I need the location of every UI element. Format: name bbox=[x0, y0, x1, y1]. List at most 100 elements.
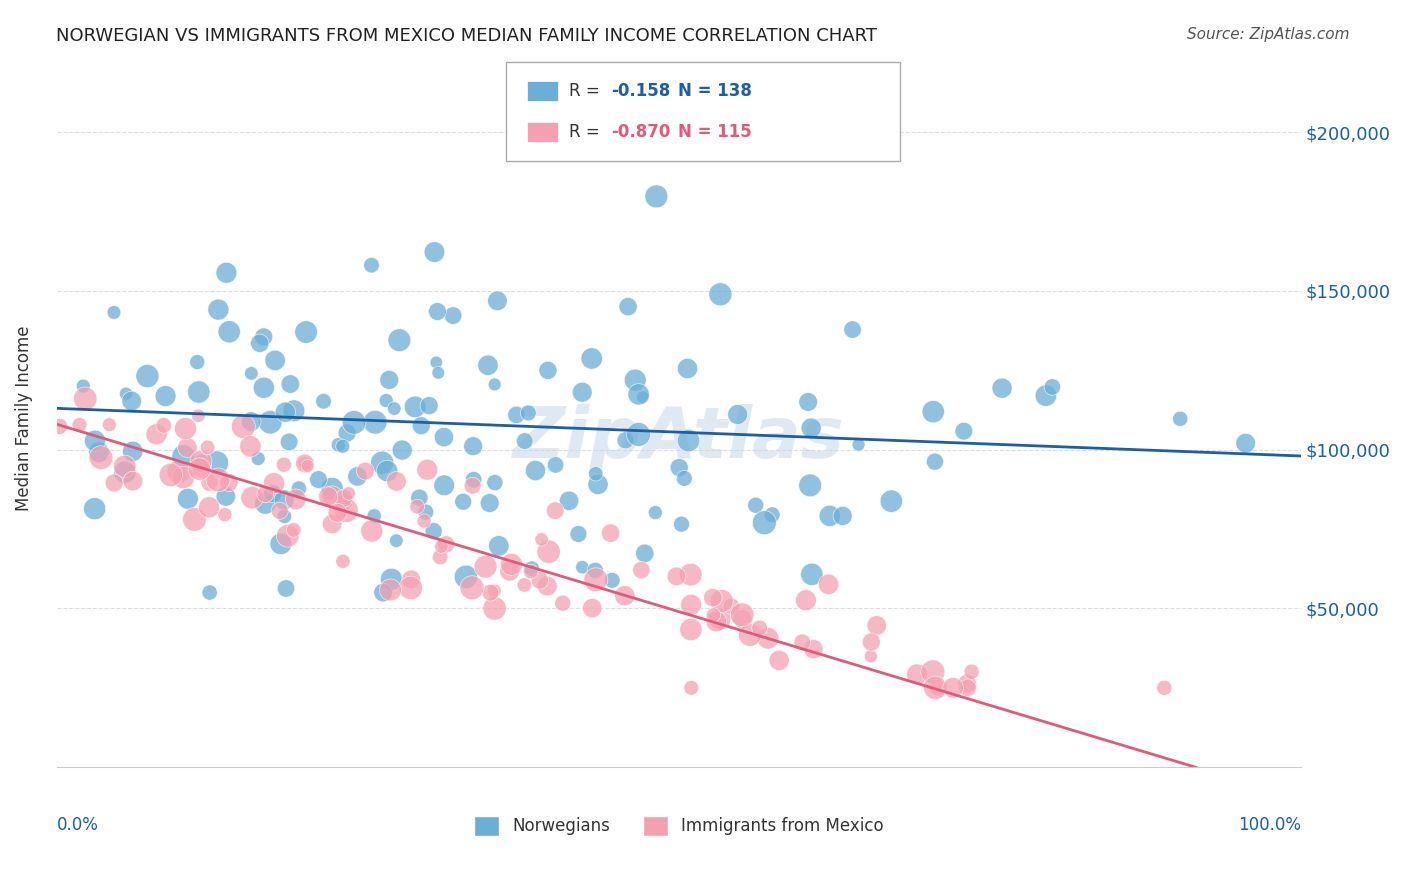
Point bbox=[75, 392, 97, 406]
Point bbox=[84, 434, 107, 448]
Point bbox=[434, 537, 457, 551]
Point bbox=[441, 309, 464, 323]
Text: 100.0%: 100.0% bbox=[1239, 816, 1301, 834]
Point bbox=[831, 508, 853, 523]
Point bbox=[416, 463, 439, 477]
Point bbox=[671, 517, 693, 532]
Point bbox=[422, 524, 444, 538]
Point bbox=[360, 258, 382, 272]
Text: N = 138: N = 138 bbox=[678, 82, 752, 100]
Point bbox=[429, 549, 451, 564]
Point bbox=[254, 496, 277, 510]
Point bbox=[406, 500, 429, 514]
Point bbox=[613, 589, 636, 603]
Point bbox=[371, 585, 394, 599]
Point bbox=[103, 305, 125, 319]
Point bbox=[709, 612, 731, 626]
Point bbox=[187, 384, 209, 399]
Point bbox=[408, 491, 430, 505]
Point bbox=[186, 355, 208, 369]
Point bbox=[627, 427, 650, 442]
Point bbox=[321, 516, 343, 531]
Text: -0.158: -0.158 bbox=[612, 82, 671, 100]
Point bbox=[380, 572, 402, 586]
Point bbox=[451, 495, 474, 509]
Point bbox=[665, 569, 688, 583]
Point bbox=[239, 439, 262, 453]
Point bbox=[630, 563, 652, 577]
Point bbox=[702, 591, 724, 605]
Point bbox=[122, 474, 145, 488]
Point bbox=[624, 373, 647, 387]
Text: NORWEGIAN VS IMMIGRANTS FROM MEXICO MEDIAN FAMILY INCOME CORRELATION CHART: NORWEGIAN VS IMMIGRANTS FROM MEXICO MEDI… bbox=[56, 27, 877, 45]
Point bbox=[415, 505, 437, 519]
Point bbox=[263, 476, 285, 491]
Point bbox=[505, 408, 527, 422]
Point bbox=[283, 523, 305, 537]
Point bbox=[866, 618, 889, 632]
Point bbox=[411, 418, 433, 433]
Point bbox=[761, 508, 783, 522]
Point bbox=[399, 581, 422, 595]
Point bbox=[294, 456, 316, 470]
Point bbox=[121, 444, 143, 458]
Point bbox=[136, 369, 159, 384]
Point bbox=[1035, 389, 1057, 403]
Point bbox=[614, 434, 637, 448]
Point bbox=[488, 539, 510, 553]
Point bbox=[631, 390, 654, 404]
Point bbox=[524, 464, 547, 478]
Point bbox=[240, 491, 263, 505]
Point bbox=[513, 578, 536, 592]
Point bbox=[259, 415, 281, 429]
Point bbox=[240, 367, 263, 381]
Point bbox=[380, 582, 402, 597]
Point bbox=[269, 504, 291, 518]
Point bbox=[754, 516, 776, 530]
Point bbox=[461, 581, 484, 595]
Point bbox=[644, 506, 666, 520]
Point bbox=[215, 490, 238, 504]
Point bbox=[207, 302, 229, 317]
Point bbox=[803, 642, 825, 657]
Point bbox=[332, 439, 354, 453]
Point bbox=[191, 460, 214, 475]
Point bbox=[177, 491, 200, 506]
Point bbox=[114, 459, 136, 474]
Point bbox=[792, 635, 814, 649]
Point bbox=[484, 601, 506, 615]
Point bbox=[172, 470, 194, 484]
Point bbox=[72, 379, 94, 393]
Point bbox=[905, 667, 928, 681]
Point bbox=[738, 628, 761, 642]
Point bbox=[332, 491, 354, 506]
Point bbox=[484, 377, 506, 392]
Point bbox=[474, 559, 496, 574]
Point bbox=[121, 394, 143, 409]
Point bbox=[207, 473, 229, 487]
Point bbox=[484, 475, 506, 490]
Point bbox=[991, 381, 1014, 395]
Point bbox=[702, 607, 724, 622]
Point bbox=[478, 496, 501, 510]
Point bbox=[83, 501, 105, 516]
Point bbox=[326, 506, 349, 520]
Point bbox=[253, 330, 276, 344]
Point bbox=[346, 469, 368, 483]
Point bbox=[748, 621, 770, 635]
Point bbox=[463, 473, 485, 487]
Point bbox=[214, 508, 236, 522]
Point bbox=[264, 353, 287, 368]
Point bbox=[1153, 681, 1175, 695]
Point bbox=[388, 333, 411, 347]
Text: -0.870: -0.870 bbox=[612, 123, 671, 141]
Point bbox=[731, 612, 754, 626]
Point bbox=[155, 389, 177, 403]
Point bbox=[599, 526, 621, 541]
Point bbox=[744, 498, 766, 512]
Point bbox=[391, 443, 413, 458]
Point bbox=[600, 574, 623, 588]
Point bbox=[709, 287, 731, 301]
Point bbox=[1040, 380, 1063, 394]
Point bbox=[198, 500, 221, 515]
